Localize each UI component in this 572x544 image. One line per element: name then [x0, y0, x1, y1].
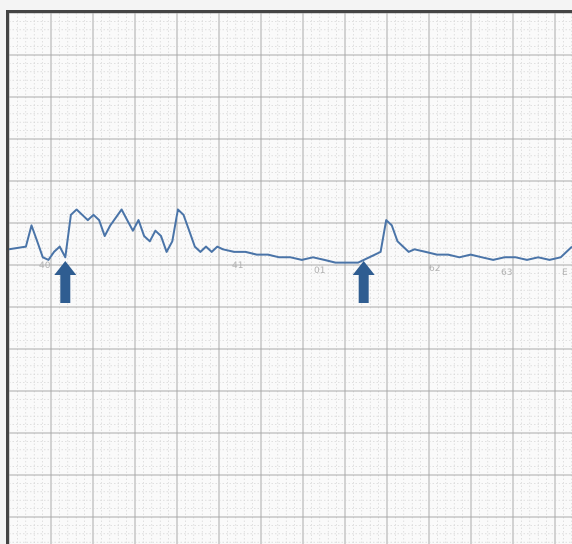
grid: [9, 13, 572, 544]
tick-label: E: [562, 268, 568, 278]
ecg-trace-chart: 40 41 01 62 63 E: [9, 13, 572, 544]
arrow-annotations: [54, 261, 375, 303]
ecg-trace-line: [9, 208, 572, 264]
up-arrow-marker: [54, 261, 77, 303]
up-arrow-marker: [352, 261, 375, 303]
tick-labels: 40 41 01 62 63 E: [39, 261, 568, 278]
ecg-paper-strip: 40 41 01 62 63 E: [6, 10, 572, 544]
tick-label: 41: [232, 261, 243, 271]
trace-layer: [9, 208, 572, 264]
tick-label: 62: [429, 264, 440, 274]
tick-label: 63: [501, 268, 512, 278]
tick-label: 01: [314, 266, 325, 276]
tick-label: 40: [39, 261, 51, 271]
